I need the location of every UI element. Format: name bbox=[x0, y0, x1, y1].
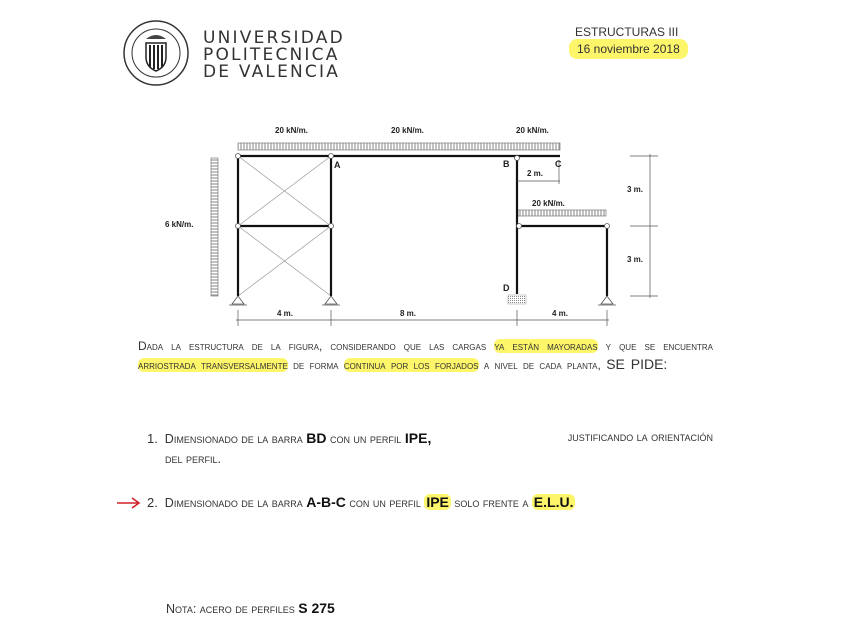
item-number: 1. bbox=[147, 431, 158, 446]
frame-members bbox=[236, 154, 609, 296]
item-text: justificando la orientación bbox=[567, 430, 713, 444]
item-text: Dimensionado de la barra bbox=[164, 432, 307, 446]
load-label: 20 kN/m. bbox=[532, 199, 565, 208]
item-bold: A-B-C bbox=[306, 494, 346, 510]
load-label: 6 kN/m. bbox=[165, 220, 193, 229]
item-text: con un perfil bbox=[326, 432, 405, 446]
distributed-load-top bbox=[237, 142, 561, 151]
load-label: 20 kN/m. bbox=[275, 126, 308, 135]
note: Nota: acero de perfiles S 275 bbox=[166, 600, 335, 616]
node-label: C bbox=[555, 159, 562, 169]
item-text: solo frente a bbox=[450, 496, 532, 510]
dimension-label: 8 m. bbox=[400, 309, 416, 318]
item-bold: IPE, bbox=[404, 430, 432, 446]
university-seal-logo bbox=[123, 20, 189, 86]
item-bold: BD bbox=[306, 430, 327, 446]
statement-text: a nivel de cada planta, bbox=[478, 358, 607, 372]
note-value: S 275 bbox=[298, 600, 335, 616]
hinges bbox=[235, 153, 610, 229]
university-line: DE VALENCIA bbox=[203, 62, 341, 82]
statement-text: de forma bbox=[287, 358, 344, 372]
item-text: del perfil. bbox=[165, 452, 221, 466]
dimension-lines bbox=[236, 154, 658, 326]
statement-text: y que se encuentra bbox=[597, 339, 713, 353]
dimension-label: 3 m. bbox=[627, 185, 643, 194]
highlighted-text: arriostrada transversalmente bbox=[138, 358, 288, 372]
course-name: ESTRUCTURAS III bbox=[575, 25, 679, 39]
load-label: 20 kN/m. bbox=[516, 126, 549, 135]
item-number: 2. bbox=[147, 495, 158, 510]
university-line: UNIVERSIDAD bbox=[203, 28, 345, 48]
dimension-label: 4 m. bbox=[552, 309, 568, 318]
university-name: UNIVERSIDAD POLITECNICA DE VALENCIA bbox=[203, 30, 345, 81]
bracing bbox=[237, 155, 332, 297]
highlighted-text: continua por los forjados bbox=[343, 358, 479, 372]
item-bold: E.L.U. bbox=[531, 494, 576, 510]
university-line: POLITECNICA bbox=[203, 45, 340, 65]
item-text: con un perfil bbox=[345, 496, 425, 510]
note-label: Nota: acero de perfiles bbox=[166, 602, 299, 616]
question-item-1: 1. Dimensionado de la barra BD con un pe… bbox=[147, 430, 713, 466]
fixed-support bbox=[507, 294, 527, 305]
item-bold: IPE bbox=[424, 494, 451, 510]
problem-statement: Dada la estructura de la figura, conside… bbox=[138, 337, 713, 374]
pinned-supports bbox=[229, 295, 616, 306]
dimension-label: 3 m. bbox=[627, 255, 643, 264]
dimension-label: 2 m. bbox=[527, 169, 543, 178]
highlighted-text: ya están mayoradas bbox=[494, 339, 598, 353]
node-label: A bbox=[334, 160, 341, 170]
arrow-right-icon bbox=[117, 497, 141, 509]
statement-text: SE PIDE: bbox=[606, 356, 668, 372]
statement-text: Dada la estructura de la figura, conside… bbox=[138, 339, 495, 353]
load-label: 20 kN/m. bbox=[391, 126, 424, 135]
distributed-load-lower bbox=[517, 209, 607, 217]
node-label: B bbox=[503, 159, 510, 169]
item-text: Dimensionado de la barra bbox=[164, 496, 307, 510]
question-item-2: 2. Dimensionado de la barra A-B-C con un… bbox=[147, 494, 576, 510]
dimension-label: 4 m. bbox=[277, 309, 293, 318]
distributed-load-side bbox=[210, 157, 219, 297]
node-label: D bbox=[503, 283, 510, 293]
course-header: ESTRUCTURAS III 16 noviembre 2018 bbox=[569, 24, 688, 59]
exam-date: 16 noviembre 2018 bbox=[569, 39, 688, 59]
